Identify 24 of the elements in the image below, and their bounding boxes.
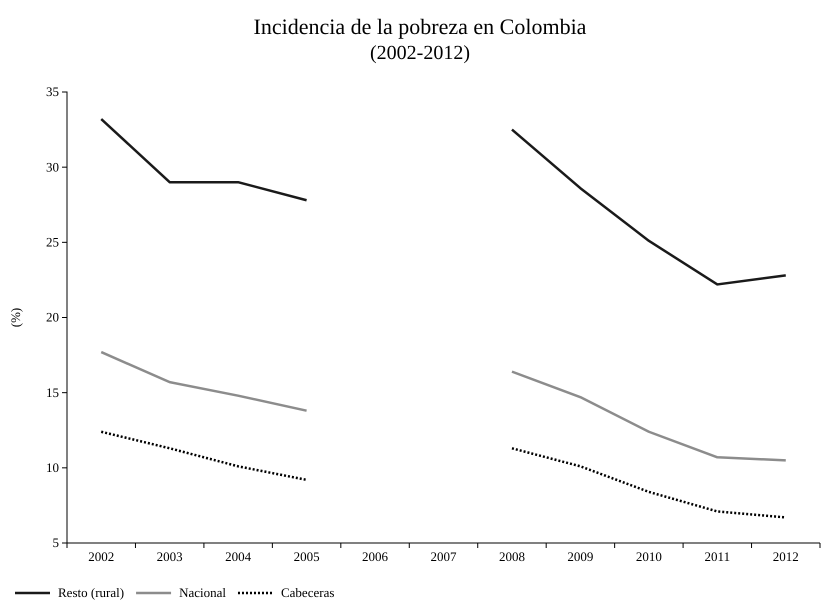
x-tick-label: 2012 [772, 549, 799, 564]
y-tick-label: 15 [46, 384, 59, 400]
x-tick-label: 2007 [430, 549, 457, 564]
legend-label: Cabeceras [280, 585, 334, 600]
y-tick-label: 10 [46, 460, 59, 475]
y-axis-title: (%) [8, 308, 23, 328]
chart-subtitle: (2002-2012) [370, 42, 470, 64]
x-tick-label: 2004 [225, 549, 252, 564]
chart-title: Incidencia de la pobreza en Colombia [254, 14, 587, 39]
x-tick-label: 2009 [567, 549, 594, 564]
y-tick-label: 5 [52, 535, 59, 550]
x-tick-label: 2008 [498, 549, 525, 564]
legend-label: Resto (rural) [58, 585, 124, 600]
y-tick-label: 20 [46, 310, 59, 325]
legend-label: Nacional [179, 585, 226, 600]
x-tick-label: 2003 [156, 549, 183, 564]
y-tick-label: 30 [46, 159, 59, 174]
y-tick-label: 25 [46, 234, 59, 250]
x-tick-label: 2011 [704, 549, 730, 564]
y-tick-label: 35 [46, 84, 59, 100]
x-tick-label: 2010 [636, 549, 662, 564]
x-tick-label: 2002 [88, 549, 114, 564]
x-tick-label: 2006 [362, 549, 389, 564]
x-tick-label: 2005 [294, 549, 320, 564]
